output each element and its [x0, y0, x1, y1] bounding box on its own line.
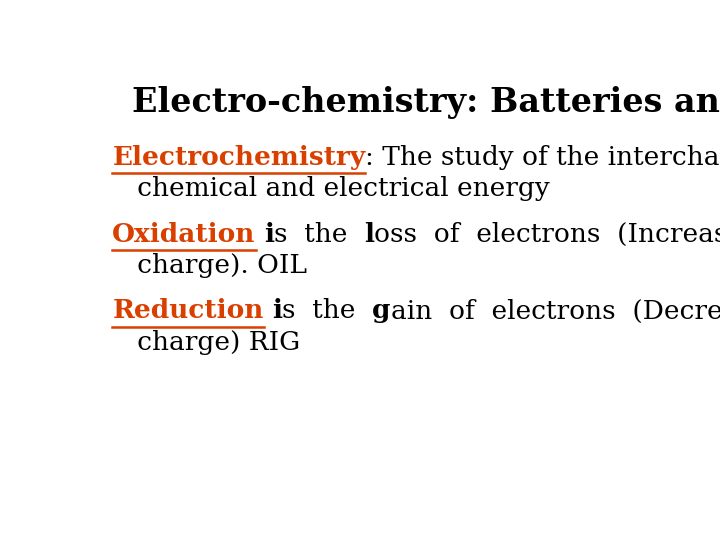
Text: Reduction: Reduction: [112, 299, 264, 323]
Text: Electro-chemistry: Batteries and plating: Electro-chemistry: Batteries and plating: [132, 85, 720, 119]
Text: charge) RIG: charge) RIG: [112, 329, 300, 355]
Text: s  the: s the: [274, 221, 364, 247]
Text: Electrochemistry: Electrochemistry: [112, 145, 366, 170]
Text: i: i: [272, 299, 282, 323]
Text: s  the: s the: [282, 299, 372, 323]
Text: ain  of  electrons  (Decrease  in: ain of electrons (Decrease in: [391, 299, 720, 323]
Text: g: g: [372, 299, 391, 323]
Text: i: i: [264, 221, 274, 247]
Text: Oxidation: Oxidation: [112, 221, 256, 247]
Text: oss  of  electrons  (Increase  in: oss of electrons (Increase in: [374, 221, 720, 247]
Text: : The study of the interchange of: : The study of the interchange of: [366, 145, 720, 170]
Text: charge). OIL: charge). OIL: [112, 253, 307, 278]
Text: l: l: [364, 221, 374, 247]
Text: chemical and electrical energy: chemical and electrical energy: [112, 176, 550, 201]
